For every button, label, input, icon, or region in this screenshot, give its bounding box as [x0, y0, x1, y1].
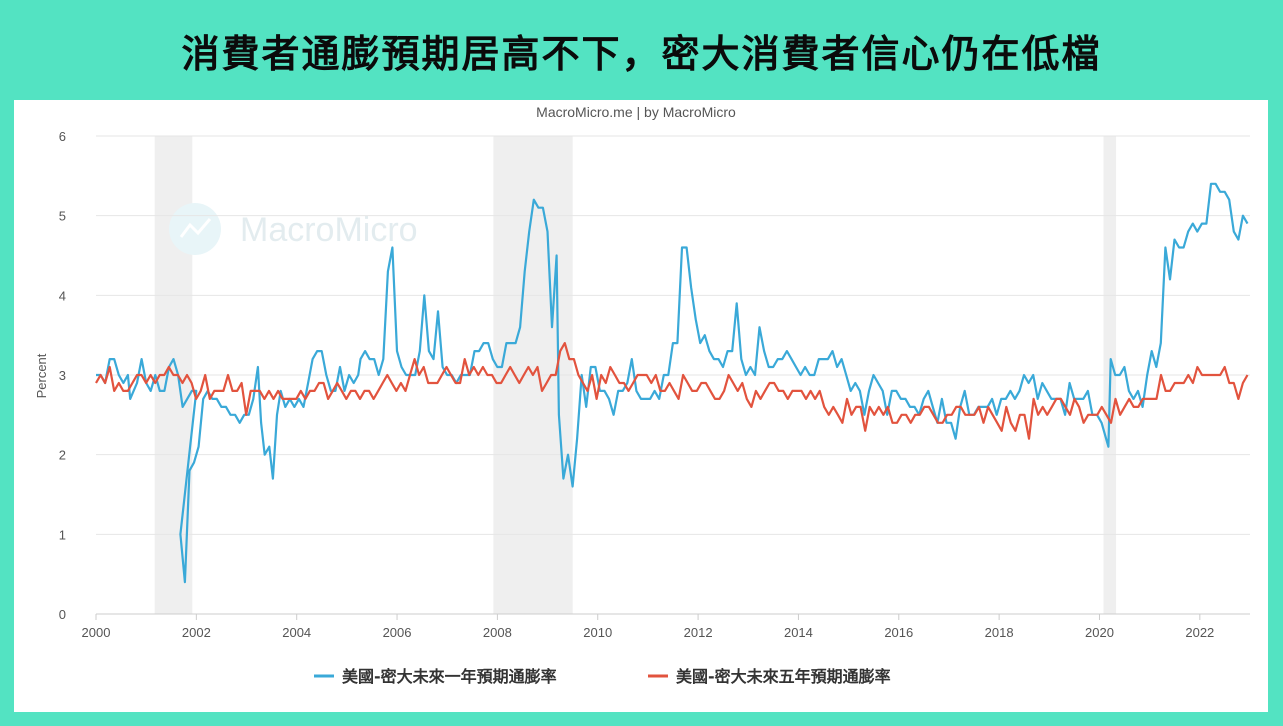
y-axis-label: Percent: [34, 353, 49, 398]
x-tick-2020: 2020: [1085, 625, 1114, 640]
legend-label-1[interactable]: 美國-密大未來五年預期通膨率: [676, 667, 891, 686]
y-tick-0: 0: [59, 607, 66, 622]
x-tick-2004: 2004: [282, 625, 311, 640]
y-tick-3: 3: [59, 368, 66, 383]
x-tick-2014: 2014: [784, 625, 813, 640]
legend-label-0[interactable]: 美國-密大未來一年預期通膨率: [342, 667, 557, 686]
chart-credit: MacroMicro.me | by MacroMicro: [536, 104, 736, 120]
line-chart: MacroMicro.me | by MacroMicro MacroMicro…: [34, 104, 1250, 686]
y-tick-labels: 0 1 2 3 4 5 6: [59, 129, 66, 622]
x-tick-2012: 2012: [684, 625, 713, 640]
headline-title: 消費者通膨預期居高不下，密大消費者信心仍在低檔: [181, 31, 1102, 76]
x-tick-2006: 2006: [383, 625, 412, 640]
x-tick-2018: 2018: [985, 625, 1014, 640]
x-tick-labels: 2000 2002 2004 2006 2008 2010 2012 2014 2016 2018…: [82, 614, 1214, 640]
x-tick-2002: 2002: [182, 625, 211, 640]
chart-panel: MacroMicro.me | by MacroMicro MacroMicro…: [14, 100, 1268, 712]
y-tick-2: 2: [59, 448, 66, 463]
x-tick-2022: 2022: [1185, 625, 1214, 640]
y-tick-4: 4: [59, 288, 66, 303]
x-tick-2016: 2016: [884, 625, 913, 640]
x-tick-2008: 2008: [483, 625, 512, 640]
legend: 美國-密大未來一年預期通膨率 美國-密大未來五年預期通膨率: [314, 667, 891, 686]
watermark: MacroMicro: [169, 203, 418, 255]
y-tick-5: 5: [59, 209, 66, 224]
y-gridlines: [96, 135, 1250, 615]
watermark-chart-icon: [179, 218, 212, 238]
watermark-text: MacroMicro: [240, 211, 418, 249]
x-tick-2010: 2010: [583, 625, 612, 640]
series-line-1: [95, 342, 1249, 440]
series-lines: [95, 182, 1249, 584]
y-tick-6: 6: [59, 129, 66, 144]
y-tick-1: 1: [59, 527, 66, 542]
series-line-0: [96, 182, 1249, 584]
x-tick-2000: 2000: [82, 625, 111, 640]
